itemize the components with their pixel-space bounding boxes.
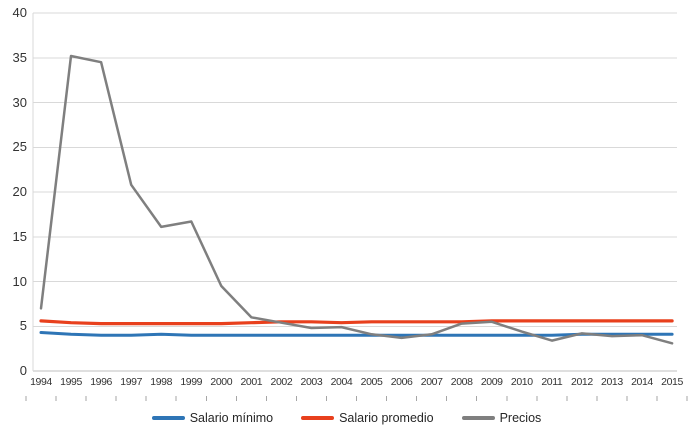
legend-item-salario-promedio: Salario promedio	[301, 411, 434, 425]
legend: Salario mínimo Salario promedio Precios	[0, 407, 693, 429]
x-axis-label: 2000	[210, 376, 233, 388]
legend-label: Precios	[499, 411, 542, 425]
x-axis-label: 1996	[90, 376, 112, 388]
y-axis-label: 40	[12, 5, 27, 20]
x-axis-label: 2015	[661, 376, 683, 388]
legend-line-swatch	[461, 416, 495, 420]
x-axis-label: 2012	[571, 376, 593, 388]
y-axis-label: 15	[12, 228, 27, 244]
x-axis-label: 1997	[120, 376, 143, 388]
x-axis-label: 1999	[180, 376, 203, 388]
y-axis-label: 30	[12, 94, 27, 110]
y-axis-label: 25	[12, 139, 27, 155]
y-axis-label: 0	[19, 363, 27, 378]
y-axis-label: 5	[19, 318, 27, 334]
x-axis-label: 2002	[270, 376, 293, 388]
legend-item-salario-m-nimo: Salario mínimo	[151, 411, 274, 425]
x-axis-label: 1994	[30, 376, 52, 388]
series-line-salario-m-nimo	[39, 331, 674, 337]
x-axis-label: 2006	[390, 376, 413, 388]
x-axis-label: 2003	[300, 376, 323, 388]
x-axis-label: 2014	[631, 376, 653, 388]
y-axis-label: 20	[12, 184, 27, 199]
x-axis-label: 2001	[240, 376, 263, 388]
x-axis-label: 2004	[330, 376, 353, 388]
x-axis-label: 2005	[360, 376, 383, 388]
legend-line-swatch	[301, 416, 335, 420]
legend-label: Salario mínimo	[189, 411, 274, 425]
series-line-salario-promedio	[39, 319, 674, 326]
legend-item-precios: Precios	[461, 411, 542, 425]
x-axis-label: 1998	[150, 376, 173, 388]
y-axis-label: 10	[12, 273, 27, 289]
legend-label: Salario promedio	[339, 411, 434, 425]
x-axis-label: 2010	[510, 376, 533, 388]
x-axis-label: 2008	[450, 376, 473, 388]
x-axis-label: 2013	[601, 376, 623, 388]
legend-line-swatch	[151, 416, 185, 420]
series-line-precios	[39, 54, 674, 345]
x-axis-label: 2007	[420, 376, 443, 388]
x-axis-label: 2009	[480, 376, 503, 388]
x-axis-label: 2011	[541, 376, 563, 388]
y-axis-label: 35	[12, 49, 27, 65]
x-axis-label: 1995	[60, 376, 82, 388]
